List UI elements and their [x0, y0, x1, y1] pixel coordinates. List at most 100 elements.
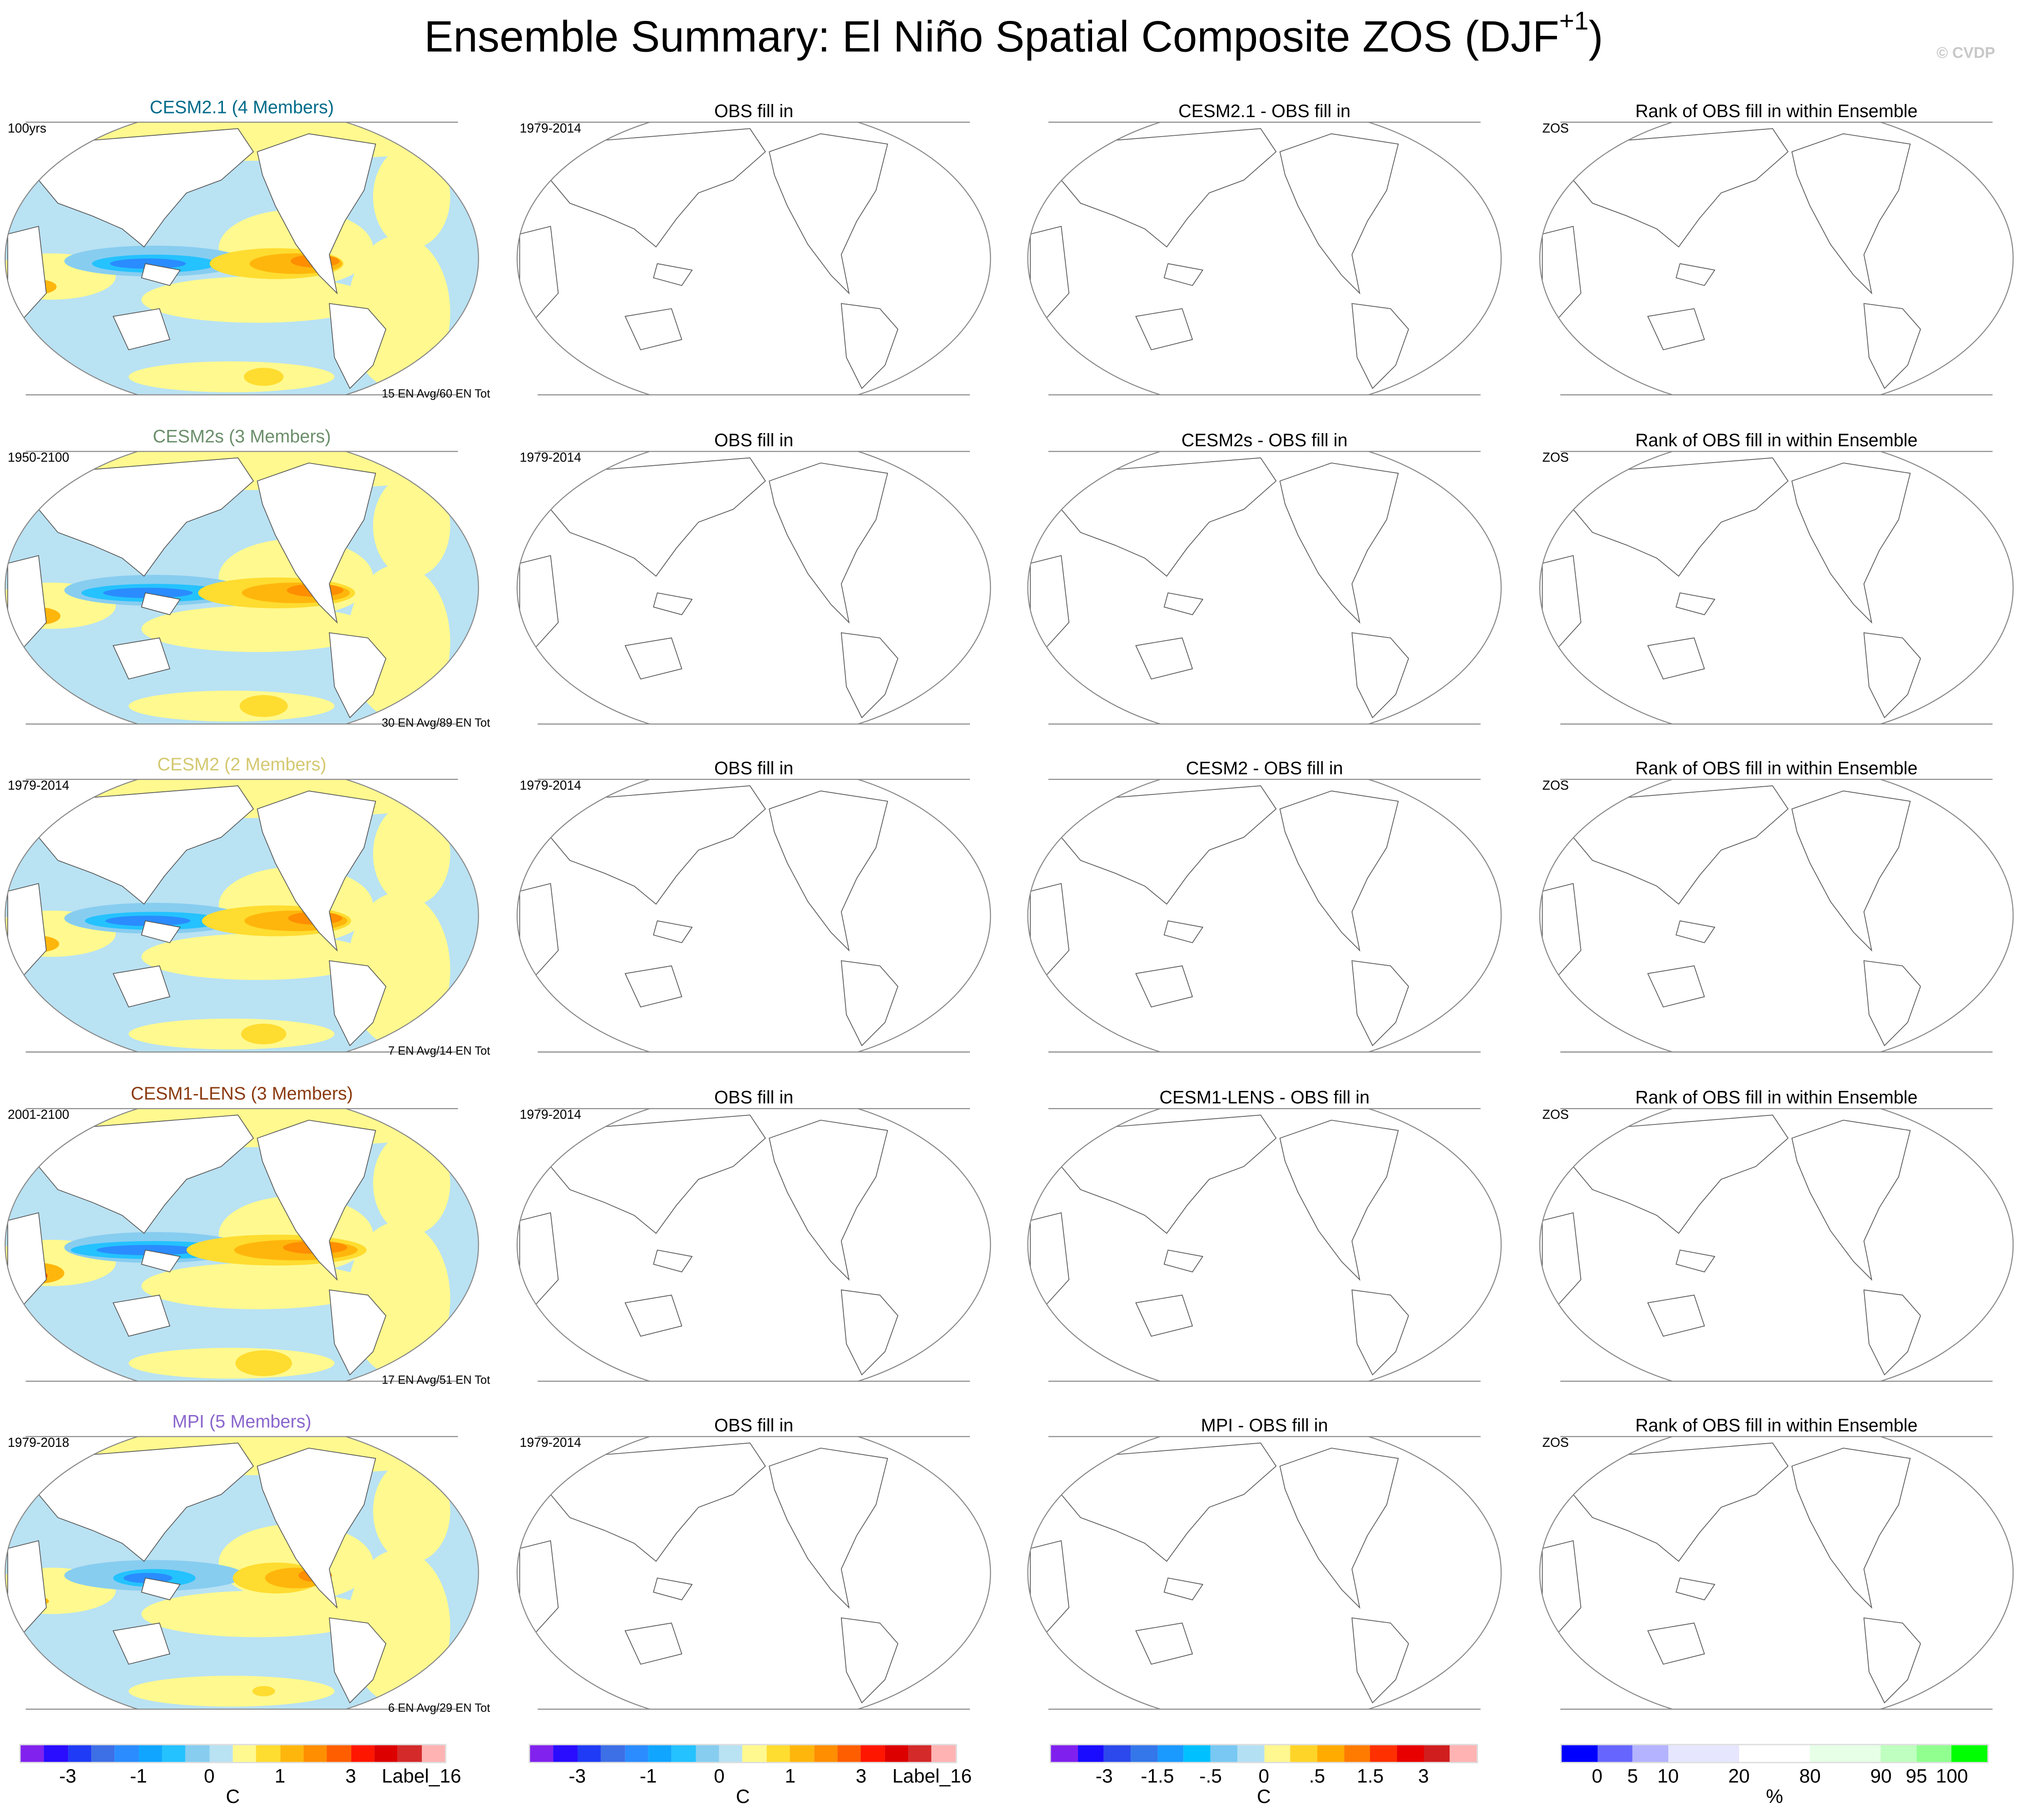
anomaly-contour	[129, 1347, 335, 1378]
anomaly-contour	[373, 145, 450, 248]
continent-outline	[519, 883, 559, 980]
colorbar-unit: C	[736, 1786, 750, 1809]
colorbar-swatch	[1237, 1745, 1264, 1762]
continent-outline	[1791, 1119, 1911, 1280]
continent-outline	[1863, 1617, 1921, 1704]
continent-outline	[257, 462, 376, 623]
continent-outline	[1351, 631, 1409, 718]
continent-outline	[1572, 128, 1789, 248]
continent-outline	[1030, 226, 1070, 322]
map-border	[5, 450, 479, 724]
empty-map	[1027, 1107, 1502, 1381]
title-close: )	[1588, 13, 1603, 62]
continent-outline	[1061, 785, 1277, 905]
anomaly-contour	[96, 1244, 200, 1255]
panel-event-count: 17 EN Avg/51 EN Tot	[381, 1373, 490, 1386]
figure-title: Ensemble Summary: El Niño Spatial Compos…	[0, 8, 2017, 63]
continent-outline	[653, 1249, 693, 1272]
continent-outline	[769, 1447, 888, 1609]
continent-outline	[257, 1119, 376, 1280]
continent-outline	[1163, 920, 1204, 943]
map-border	[1027, 450, 1502, 724]
colorbar-swatch	[44, 1745, 68, 1762]
colorbar-swatch	[1184, 1745, 1211, 1762]
panel-title: CESM2 - OBS fill in	[1186, 757, 1343, 778]
colorbar-swatch	[303, 1745, 327, 1762]
continent-outline	[329, 960, 386, 1046]
colorbar-swatch	[374, 1745, 398, 1762]
continent-outline	[257, 1447, 376, 1609]
empty-map	[1539, 1436, 2014, 1710]
continent-outline	[1791, 1447, 1911, 1609]
continent-outline	[329, 631, 386, 718]
colorbar-swatch	[1344, 1745, 1370, 1762]
colorbar-swatch	[1450, 1745, 1477, 1762]
anomaly-contour	[235, 1350, 292, 1376]
colorbar-tick-label: -3	[569, 1766, 586, 1788]
colorbar-swatch	[1290, 1745, 1317, 1762]
panel-title: OBS fill in	[714, 1086, 794, 1107]
map-border	[1539, 122, 2014, 395]
colorbar-swatch	[1131, 1745, 1157, 1762]
continent-outline	[519, 226, 559, 322]
empty-map	[1539, 779, 2014, 1053]
colorbar-unit: C	[226, 1786, 240, 1809]
panel-title: CESM1-LENS (3 Members)	[130, 1082, 353, 1103]
colorbar-unit: C	[1256, 1786, 1271, 1809]
anomaly-contour	[141, 933, 373, 980]
continent-outline	[1135, 1294, 1193, 1336]
panel-title: CESM2 (2 Members)	[157, 754, 326, 774]
panel-title: Rank of OBS fill in within Ensemble	[1635, 429, 1918, 450]
continent-outline	[1351, 960, 1409, 1046]
continent-outline	[624, 308, 682, 350]
continent-outline	[1351, 1288, 1409, 1375]
continent-outline	[1061, 457, 1277, 576]
continent-outline	[653, 1577, 693, 1601]
continent-outline	[1676, 592, 1715, 615]
colorbar-tick-label: -1	[130, 1766, 147, 1788]
continent-outline	[624, 1623, 682, 1665]
continent-outline	[1030, 883, 1070, 980]
anomaly-contour	[141, 1262, 373, 1309]
colorbar-tick-label: 80	[1799, 1766, 1821, 1788]
panel-title: CESM2s (3 Members)	[153, 425, 331, 446]
continent-outline	[1572, 457, 1789, 576]
colorbar-swatch	[20, 1745, 44, 1762]
anomaly-contour	[105, 916, 191, 926]
anomaly-contour	[141, 276, 373, 323]
continent-outline	[1351, 303, 1409, 389]
continent-outline	[550, 1114, 766, 1233]
panel-event-count: 30 EN Avg/89 EN Tot	[381, 715, 490, 729]
colorbar-tick-label: 0	[714, 1766, 725, 1788]
map-border	[516, 1436, 991, 1709]
continent-outline	[38, 457, 254, 576]
continent-outline	[1542, 1540, 1582, 1637]
empty-map	[1539, 121, 2014, 395]
map-border	[1027, 1436, 1502, 1709]
colorbar-tick-label: 1	[785, 1766, 796, 1788]
continent-outline	[1030, 1540, 1070, 1637]
map-border	[5, 779, 479, 1052]
continent-outline	[1135, 308, 1193, 350]
map-border	[5, 1108, 479, 1381]
continent-outline	[329, 1617, 386, 1704]
continent-outline	[1791, 790, 1911, 952]
composite-map	[5, 450, 479, 724]
composite-map	[5, 121, 479, 395]
colorbar-swatch	[932, 1745, 956, 1762]
colorbar-swatch	[256, 1745, 280, 1762]
panel-title: Rank of OBS fill in within Ensemble	[1635, 1086, 1918, 1107]
continent-outline	[1647, 965, 1705, 1008]
colorbar-tick-label: 0	[1592, 1766, 1603, 1788]
continent-outline	[653, 920, 693, 943]
colorbar-swatch	[280, 1745, 304, 1762]
continent-outline	[1061, 1442, 1277, 1562]
colorbar-swatch	[672, 1745, 696, 1762]
continent-outline	[624, 636, 682, 679]
panel-period-label: ZOS	[1542, 450, 1569, 465]
colorbar-swatch	[398, 1745, 421, 1762]
colorbar-tick-label: 95	[1905, 1766, 1928, 1788]
panel-period-label: ZOS	[1542, 122, 1569, 137]
colorbar-swatch	[860, 1745, 885, 1762]
continent-outline	[840, 303, 899, 389]
